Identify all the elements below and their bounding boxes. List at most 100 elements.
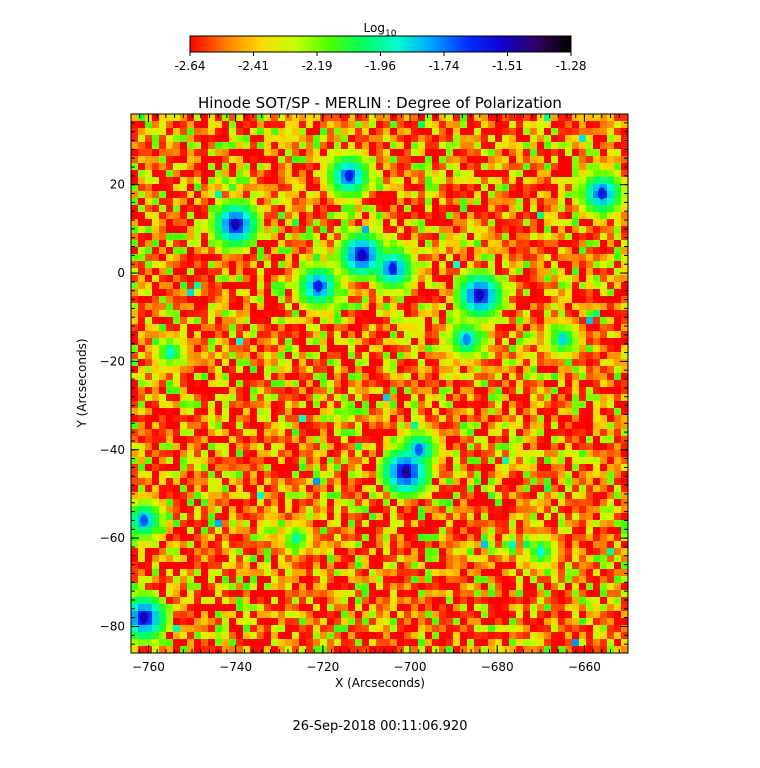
heatmap-cell (446, 394, 453, 401)
heatmap-cell (460, 261, 467, 268)
heatmap-cell (551, 205, 558, 212)
heatmap-cell (516, 338, 523, 345)
heatmap-cell (439, 135, 446, 142)
heatmap-cell (516, 590, 523, 597)
heatmap-cell (425, 170, 432, 177)
heatmap-cell (215, 443, 222, 450)
heatmap-cell (390, 450, 397, 457)
heatmap-cell (215, 408, 222, 415)
heatmap-cell (383, 142, 390, 149)
heatmap-cell (565, 303, 572, 310)
heatmap-cell (425, 177, 432, 184)
heatmap-cell (523, 541, 530, 548)
heatmap-cell (404, 121, 411, 128)
heatmap-cell (614, 597, 621, 604)
heatmap-cell (551, 212, 558, 219)
heatmap-cell (558, 387, 565, 394)
heatmap-cell (593, 247, 600, 254)
heatmap-cell (558, 198, 565, 205)
heatmap-cell (460, 597, 467, 604)
heatmap-cell (614, 226, 621, 233)
heatmap-cell (383, 380, 390, 387)
heatmap-cell (446, 338, 453, 345)
heatmap-cell (250, 240, 257, 247)
heatmap-cell (299, 135, 306, 142)
heatmap-cell (404, 394, 411, 401)
heatmap-cell (180, 520, 187, 527)
heatmap-cell (481, 590, 488, 597)
heatmap-cell (460, 177, 467, 184)
heatmap-cell (467, 541, 474, 548)
heatmap-cell (607, 170, 614, 177)
heatmap-cell (257, 562, 264, 569)
heatmap-cell (523, 317, 530, 324)
heatmap-cell (530, 555, 537, 562)
colorbar-tick-label: -2.19 (301, 59, 332, 73)
heatmap-cell (516, 212, 523, 219)
heatmap-cell (236, 471, 243, 478)
heatmap-cell (278, 387, 285, 394)
heatmap-cell (243, 492, 250, 499)
heatmap-cell (313, 576, 320, 583)
heatmap-cell (173, 296, 180, 303)
heatmap-cell (614, 359, 621, 366)
heatmap-cell (383, 254, 390, 261)
heatmap-cell (306, 464, 313, 471)
heatmap-cell (362, 233, 369, 240)
heatmap-cell (621, 156, 628, 163)
heatmap-cell (516, 583, 523, 590)
heatmap-cell (341, 548, 348, 555)
heatmap-cell (334, 247, 341, 254)
heatmap-cell (551, 163, 558, 170)
heatmap-cell (271, 380, 278, 387)
heatmap-cell (572, 471, 579, 478)
heatmap-cell (383, 499, 390, 506)
heatmap-cell (607, 156, 614, 163)
heatmap-cell (271, 576, 278, 583)
heatmap-cell (236, 562, 243, 569)
heatmap-cell (523, 457, 530, 464)
heatmap-cell (425, 471, 432, 478)
heatmap-cell (187, 345, 194, 352)
heatmap-cell (201, 247, 208, 254)
heatmap-cell (544, 198, 551, 205)
heatmap-cell (593, 499, 600, 506)
heatmap-cell (306, 485, 313, 492)
heatmap-cell (502, 485, 509, 492)
heatmap-cell (348, 226, 355, 233)
heatmap-cell (355, 345, 362, 352)
heatmap-cell (411, 534, 418, 541)
heatmap-cell (320, 345, 327, 352)
heatmap-cell (621, 142, 628, 149)
heatmap-cell (607, 317, 614, 324)
heatmap-cell (404, 177, 411, 184)
heatmap-cell (383, 345, 390, 352)
heatmap-cell (544, 527, 551, 534)
heatmap-cell (481, 597, 488, 604)
heatmap-cell (600, 429, 607, 436)
heatmap-cell (292, 352, 299, 359)
heatmap-cell (607, 499, 614, 506)
heatmap-cell (180, 464, 187, 471)
heatmap-cell (236, 527, 243, 534)
heatmap-cell (425, 541, 432, 548)
heatmap-cell (362, 590, 369, 597)
heatmap-cell (411, 548, 418, 555)
heatmap-cell (222, 562, 229, 569)
heatmap-cell (621, 415, 628, 422)
heatmap-cell (446, 114, 453, 121)
heatmap-cell (383, 492, 390, 499)
heatmap-cell (411, 331, 418, 338)
heatmap-cell (488, 373, 495, 380)
heatmap-cell (131, 604, 138, 611)
heatmap-cell (579, 226, 586, 233)
heatmap-cell (467, 513, 474, 520)
heatmap-cell (593, 478, 600, 485)
heatmap-cell (453, 562, 460, 569)
heatmap-cell (488, 338, 495, 345)
heatmap-cell (257, 240, 264, 247)
heatmap-cell (558, 303, 565, 310)
heatmap-cell (383, 191, 390, 198)
heatmap-cell (355, 569, 362, 576)
heatmap-cell (474, 226, 481, 233)
